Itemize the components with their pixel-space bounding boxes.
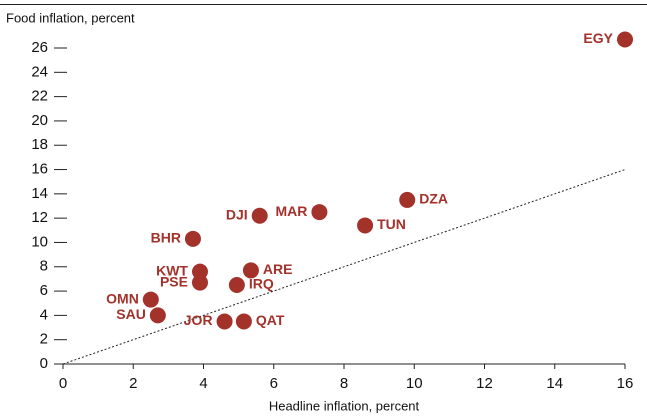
y-tick-label: 12 — [31, 209, 48, 226]
point — [149, 307, 166, 324]
x-tick-label: 14 — [546, 375, 563, 392]
point-label: DZA — [419, 191, 448, 207]
point-label: BHR — [151, 230, 181, 246]
point — [357, 217, 374, 234]
x-tick-label: 0 — [59, 375, 67, 392]
point — [617, 31, 633, 48]
x-tick-label: 10 — [406, 375, 423, 392]
x-tick-label: 16 — [617, 375, 634, 392]
y-tick-label: 26 — [31, 39, 48, 56]
x-tick-label: 8 — [340, 375, 348, 392]
point-label: IRQ — [249, 276, 274, 292]
y-tick-label: 0 — [40, 355, 48, 372]
point — [235, 313, 252, 330]
y-tick-label: 18 — [31, 136, 48, 153]
y-tick-label: 4 — [40, 306, 48, 323]
point — [216, 313, 233, 330]
point — [242, 262, 259, 279]
y-tick-label: 2 — [40, 331, 48, 348]
point-label: KWT — [156, 262, 188, 278]
x-tick-label: 6 — [270, 375, 278, 392]
y-tick-label: 8 — [40, 258, 48, 275]
y-tick-label: 10 — [31, 233, 48, 250]
x-tick-label: 2 — [129, 375, 137, 392]
point — [311, 204, 328, 221]
point — [399, 191, 416, 208]
y-tick-label: 24 — [31, 63, 48, 80]
point — [228, 277, 245, 293]
y-tick-label: 14 — [31, 185, 48, 202]
point-label: QAT — [256, 312, 285, 328]
point — [251, 207, 268, 224]
point-label: ARE — [263, 261, 293, 277]
y-tick-label: 22 — [31, 88, 48, 105]
point — [191, 274, 208, 291]
point — [184, 230, 201, 247]
point-label: JOR — [184, 312, 213, 328]
x-tick-label: 4 — [199, 375, 207, 392]
y-tick-label: 20 — [31, 112, 48, 129]
point — [142, 291, 159, 308]
x-tick-label: 12 — [476, 375, 493, 392]
y-tick-label: 6 — [40, 282, 48, 299]
point-label: EGY — [583, 30, 613, 46]
point — [191, 263, 208, 280]
point-label: OMN — [106, 290, 139, 306]
identity-line — [62, 169, 626, 365]
y-tick-label: 16 — [31, 161, 48, 178]
point-label: DJI — [226, 206, 248, 222]
point-label: TUN — [377, 216, 406, 232]
point-label: PSE — [160, 273, 188, 289]
point-label: SAU — [116, 306, 146, 322]
point-label: MAR — [276, 203, 308, 219]
y-axis-label: Food inflation, percent — [6, 10, 135, 25]
x-axis-label: Headline inflation, percent — [269, 398, 420, 413]
